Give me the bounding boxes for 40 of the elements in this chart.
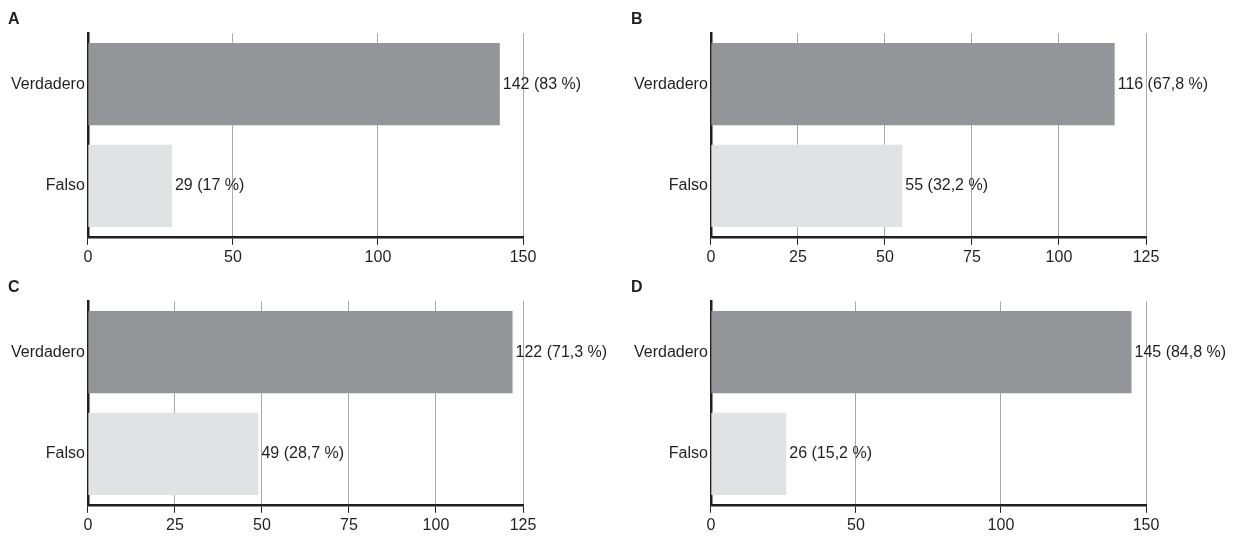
chart-title: D <box>631 278 643 296</box>
data-label: 55 (32,2 %) <box>905 176 989 194</box>
x-tick-label: 75 <box>340 515 358 533</box>
x-tick-label: 100 <box>1045 247 1073 265</box>
x-tick-label: 100 <box>364 247 392 265</box>
y-tick-label: Verdadero <box>633 342 708 360</box>
x-tick-label: 25 <box>165 515 184 533</box>
x-tick-label: 100 <box>422 515 450 533</box>
chart-title: A <box>8 10 20 28</box>
data-label: 122 (71,3 %) <box>515 342 608 360</box>
x-tick-label: 100 <box>987 515 1015 533</box>
x-tick-label: 50 <box>223 247 242 265</box>
y-tick-label: Falso <box>668 444 708 462</box>
data-label: 49 (28,7 %) <box>261 444 345 462</box>
x-tick-label: 0 <box>83 247 93 265</box>
data-label: 116 (67,8 %) <box>1117 74 1209 92</box>
x-tick-label: 0 <box>706 247 716 265</box>
chart-title: B <box>631 10 643 28</box>
y-tick-label: Verdadero <box>633 74 708 92</box>
data-label: 26 (15,2 %) <box>789 444 872 462</box>
x-tick-label: 25 <box>788 247 807 265</box>
y-tick-label: Falso <box>45 176 85 194</box>
y-tick-label: Verdadero <box>10 342 85 360</box>
x-tick-label: 150 <box>1132 515 1160 533</box>
x-tick-label: 150 <box>509 247 537 265</box>
x-tick-label: 125 <box>1132 247 1160 265</box>
x-tick-label: 125 <box>509 515 537 533</box>
data-label: 145 (84,8 %) <box>1134 342 1227 360</box>
y-tick-label: Falso <box>668 176 708 194</box>
x-tick-label: 0 <box>83 515 93 533</box>
y-tick-label: Falso <box>45 444 85 462</box>
x-tick-label: 50 <box>253 515 271 533</box>
y-tick-label: Verdadero <box>10 74 85 92</box>
data-label: 142 (83 %) <box>502 74 582 92</box>
chart-title: C <box>8 278 20 296</box>
x-tick-label: 50 <box>876 247 894 265</box>
x-tick-label: 0 <box>706 515 716 533</box>
data-label: 29 (17 %) <box>174 176 245 194</box>
x-tick-label: 50 <box>846 515 865 533</box>
x-tick-label: 75 <box>963 247 981 265</box>
